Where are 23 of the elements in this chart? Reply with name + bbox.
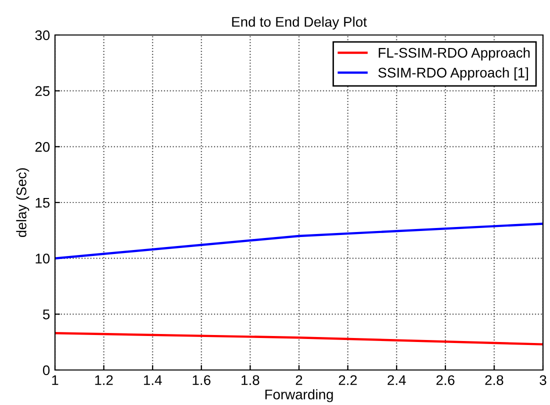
y-tick-label: 20	[35, 142, 50, 152]
x-tick-label: 2.8	[485, 375, 504, 386]
y-tick-label: 25	[35, 86, 50, 96]
y-tick-label: 0	[42, 365, 50, 376]
y-tick-label: 10	[36, 254, 50, 264]
chart-title: End to End Delay Plot	[232, 16, 367, 30]
x-tick-label: 3	[540, 375, 546, 386]
legend-label: SSIM-RDO Approach [1]	[378, 67, 528, 80]
y-tick-label: 30	[35, 30, 50, 40]
x-tick-label: 1.4	[144, 375, 162, 385]
x-tick-label: 2.4	[388, 375, 406, 385]
x-tick-label: 2	[296, 375, 302, 385]
x-tick-label: 2.2	[338, 375, 357, 385]
y-tick-label: 15	[36, 198, 50, 208]
x-tick-label: 1	[52, 375, 58, 385]
x-axis-title: Forwarding	[265, 389, 333, 402]
legend-label: FL-SSIM-RDO Approach	[378, 48, 530, 60]
y-tick-label: 5	[42, 310, 50, 320]
x-tick-label: 1.6	[192, 375, 210, 386]
y-axis-title: delay (Sec)	[16, 168, 30, 238]
x-tick-label: 2.6	[436, 375, 454, 386]
x-tick-label: 1.2	[95, 375, 113, 385]
x-tick-label: 1.8	[242, 375, 260, 386]
